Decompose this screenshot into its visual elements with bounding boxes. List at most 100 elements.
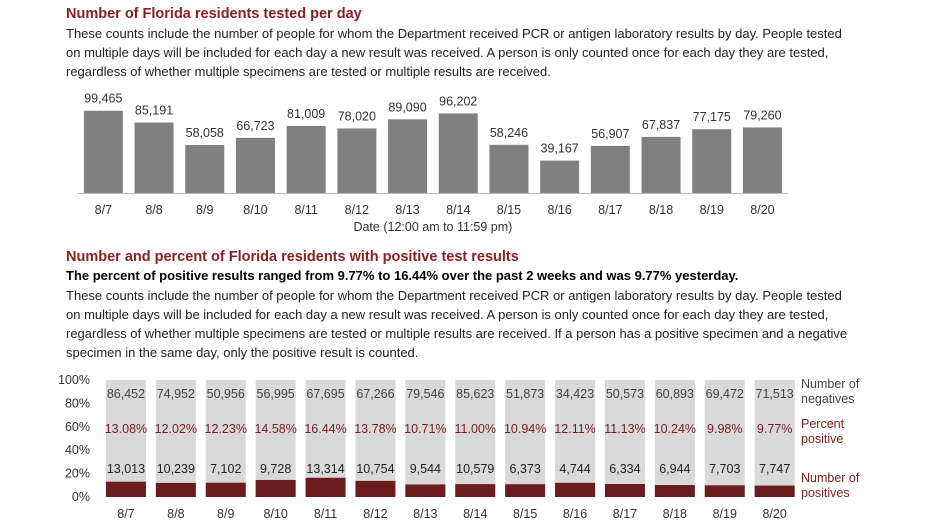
positives-label: 6,944 (659, 462, 690, 476)
bar-background (405, 380, 446, 497)
percent-label: 9.98% (707, 422, 742, 436)
legend-label: Number of negatives (801, 377, 860, 406)
data-label: 81,009 (287, 107, 325, 121)
negatives-label: 56,995 (257, 387, 295, 401)
percent-label: 11.00% (455, 422, 496, 436)
y-tick-label: 80% (65, 396, 90, 410)
x-tick-label: 8/7 (95, 203, 112, 217)
x-tick-label: 8/18 (663, 507, 687, 521)
bar (286, 125, 326, 193)
x-tick-label: 8/10 (243, 203, 267, 217)
positives-label: 10,579 (456, 462, 494, 476)
negatives-label: 67,266 (356, 387, 394, 401)
x-tick-label: 8/8 (167, 507, 184, 521)
bar-background (305, 380, 346, 497)
data-label: 96,202 (439, 94, 477, 108)
bar-positive-share (355, 480, 396, 497)
percent-label: 16.44% (304, 422, 346, 436)
data-label: 78,020 (338, 109, 376, 123)
x-tick-label: 8/9 (217, 507, 234, 521)
legend-label: Number of positives (801, 471, 860, 500)
y-tick-label: 100% (58, 373, 90, 387)
x-tick-label: 8/14 (463, 507, 487, 521)
percent-label: 12.11% (554, 422, 595, 436)
bar-background (505, 380, 546, 497)
bar-background (754, 380, 795, 497)
bar (235, 137, 275, 193)
bar (185, 144, 225, 193)
percent-label: 14.58% (254, 422, 296, 436)
data-label: 66,723 (236, 119, 274, 133)
x-tick-label: 8/13 (413, 507, 437, 521)
negatives-label: 60,893 (656, 387, 694, 401)
positives-label: 6,373 (510, 462, 541, 476)
section-title: Number of Florida residents tested per d… (66, 6, 362, 22)
x-tick-label: 8/15 (513, 507, 537, 521)
bar-positive-share (105, 481, 146, 497)
x-tick-label: 8/15 (497, 203, 521, 217)
negatives-label: 50,573 (606, 387, 644, 401)
bar (134, 122, 174, 193)
bar (590, 145, 630, 193)
positives-label: 10,239 (157, 462, 195, 476)
bar-background (155, 380, 196, 497)
bar-positive-share (305, 477, 346, 497)
bar-positive-share (255, 479, 296, 497)
bar-background (654, 380, 695, 497)
bar-positive-share (455, 484, 496, 497)
bar-positive-share (754, 485, 795, 497)
negatives-label: 50,956 (207, 387, 245, 401)
x-tick-label: 8/14 (446, 203, 470, 217)
x-tick-label: 8/19 (700, 203, 724, 217)
data-label: 58,058 (186, 126, 224, 140)
bar (337, 128, 377, 193)
x-tick-label: 8/17 (613, 507, 637, 521)
negatives-label: 71,513 (756, 387, 794, 401)
positives-label: 13,013 (107, 462, 145, 476)
bar (540, 160, 580, 193)
percent-label: 10.71% (404, 422, 446, 436)
negatives-label: 34,423 (556, 387, 594, 401)
x-tick-label: 8/20 (762, 507, 786, 521)
x-tick-label: 8/10 (263, 507, 287, 521)
x-tick-label: 8/9 (196, 203, 213, 217)
bar-positive-share (205, 482, 246, 497)
negatives-label: 86,452 (107, 387, 145, 401)
y-tick-label: 40% (65, 443, 90, 457)
x-tick-label: 8/11 (314, 507, 337, 521)
y-tick-label: 20% (65, 467, 90, 481)
x-tick-label: 8/19 (713, 507, 737, 521)
x-tick-label: 8/18 (649, 203, 673, 217)
bar-background (255, 380, 296, 497)
bar (83, 110, 123, 193)
percent-label: 12.23% (205, 422, 247, 436)
x-tick-label: 8/16 (547, 203, 571, 217)
bar (489, 144, 529, 193)
section-description: These counts include the number of peopl… (66, 288, 848, 360)
bar-positive-share (604, 483, 645, 497)
x-tick-label: 8/12 (345, 203, 369, 217)
data-label: 39,167 (541, 142, 579, 156)
bar-positive-share (654, 485, 695, 497)
positives-label: 7,747 (759, 462, 790, 476)
data-label: 89,090 (388, 100, 426, 114)
x-tick-label: 8/13 (395, 203, 419, 217)
negatives-label: 74,952 (157, 387, 195, 401)
positives-label: 4,744 (559, 462, 590, 476)
x-tick-label: 8/12 (363, 507, 387, 521)
highlight: The percent of positive results ranged f… (66, 268, 739, 283)
positives-label: 9,728 (260, 462, 291, 476)
x-tick-label: 8/11 (294, 203, 317, 217)
bar-positive-share (555, 482, 596, 497)
bar-positive-share (405, 484, 446, 497)
bar-background (205, 380, 246, 497)
x-tick-label: 8/20 (750, 203, 774, 217)
negatives-label: 79,546 (406, 387, 444, 401)
section-title: Number and percent of Florida residents … (66, 249, 519, 265)
positives-label: 13,314 (306, 462, 344, 476)
bar-background (604, 380, 645, 497)
bar-background (555, 380, 596, 497)
positives-label: 7,703 (709, 462, 740, 476)
data-label: 85,191 (135, 104, 173, 118)
